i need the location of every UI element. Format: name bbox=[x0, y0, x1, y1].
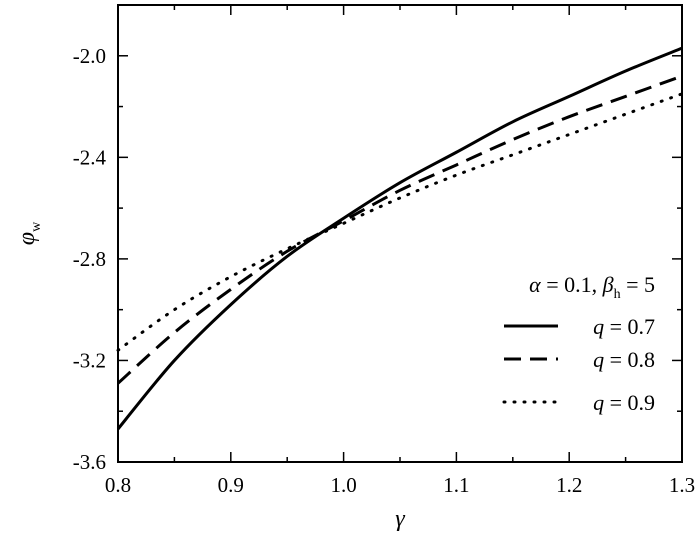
legend-label-3: q = 0.9 bbox=[593, 390, 655, 415]
series-line-3 bbox=[116, 92, 684, 352]
series-lines bbox=[116, 46, 684, 430]
legend-title-beta-value: = 5 bbox=[621, 272, 655, 297]
x-tick-label: 1.2 bbox=[556, 473, 582, 497]
y-tick-label: -2.4 bbox=[73, 145, 107, 169]
legend-title-beta-subscript: h bbox=[614, 287, 621, 302]
y-tick-label: -3.6 bbox=[73, 450, 106, 474]
legend-title-alpha: α bbox=[529, 272, 541, 297]
legend-title-beta: β bbox=[602, 272, 614, 297]
x-tick-label: 0.8 bbox=[105, 473, 131, 497]
legend-label-1: q = 0.7 bbox=[593, 314, 655, 339]
y-axis-label: φw bbox=[14, 221, 44, 245]
y-axis-label-symbol: φ bbox=[14, 232, 40, 245]
legend-label-var: q bbox=[593, 390, 604, 415]
x-tick-label: 1.1 bbox=[443, 473, 469, 497]
legend-label-value: = 0.8 bbox=[604, 347, 655, 372]
y-axis-label-subscript: w bbox=[29, 221, 44, 232]
legend-label-value: = 0.7 bbox=[604, 314, 655, 339]
legend-title-alpha-value: = 0.1, bbox=[541, 272, 603, 297]
series-line-1 bbox=[116, 46, 683, 430]
x-tick-label: 1.3 bbox=[669, 473, 695, 497]
legend-label-var: q bbox=[593, 347, 604, 372]
legend-label-var: q bbox=[593, 314, 604, 339]
y-tick-label: -2.0 bbox=[73, 44, 106, 68]
y-tick-label: -2.8 bbox=[73, 247, 106, 271]
legend-title: α = 0.1, βh = 5 bbox=[529, 272, 655, 302]
x-tick-label: 0.9 bbox=[218, 473, 244, 497]
plot-frame bbox=[117, 4, 683, 463]
tick-labels: 0.8 0.9 1.0 1.1 1.2 1.3 -3.6 -3.2 -2.8 -2.4 -2.0 bbox=[73, 44, 695, 497]
x-axis-label: γ bbox=[395, 506, 405, 532]
legend-label-2: q = 0.8 bbox=[593, 347, 655, 372]
legend: α = 0.1, βh = 5 q = 0.7q = 0.8q = 0.9 bbox=[502, 272, 655, 415]
legend-label-value: = 0.9 bbox=[604, 390, 655, 415]
y-tick-label: -3.2 bbox=[73, 348, 106, 372]
series-line-2 bbox=[116, 74, 683, 385]
x-tick-label: 1.0 bbox=[330, 473, 356, 497]
